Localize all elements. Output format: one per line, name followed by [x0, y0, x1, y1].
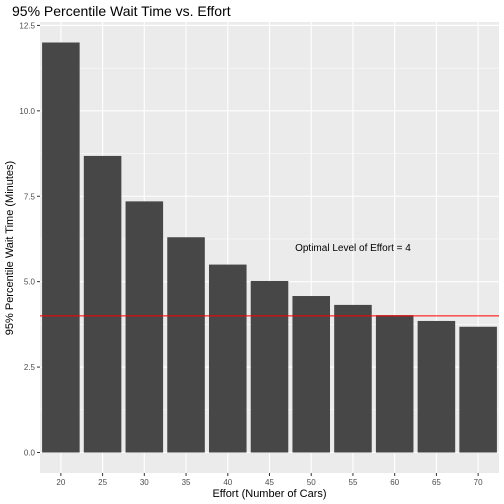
annotation-label: Optimal Level of Effort = 4	[295, 243, 411, 254]
bars	[42, 42, 497, 453]
chart-title: 95% Percentile Wait Time vs. Effort	[12, 3, 231, 19]
bar-50	[292, 296, 331, 453]
y-tick-label: 7.5	[24, 192, 36, 201]
bar-55	[334, 304, 372, 453]
x-tick-label: 70	[474, 478, 483, 487]
y-tick-label: 10.0	[19, 107, 35, 116]
x-axis-ticks: 20 25 30 35 40 45 50 55 60 65 70	[56, 473, 483, 487]
bar-30	[125, 201, 164, 453]
bar-20	[42, 42, 80, 453]
x-tick-label: 25	[98, 478, 107, 487]
x-tick-label: 30	[140, 478, 149, 487]
x-tick-label: 65	[432, 478, 441, 487]
x-tick-label: 40	[223, 478, 232, 487]
bar-70	[459, 326, 497, 453]
x-axis-title: Effort (Number of Cars)	[212, 488, 326, 500]
x-tick-label: 50	[307, 478, 316, 487]
bar-60	[375, 315, 414, 453]
y-axis-title: 95% Percentile Wait Time (Minutes)	[4, 161, 16, 335]
bar-35	[167, 237, 205, 453]
y-tick-label: 0.0	[24, 449, 36, 458]
y-tick-label: 2.5	[24, 363, 36, 372]
x-tick-label: 60	[390, 478, 399, 487]
bar-40	[208, 264, 247, 453]
y-axis-ticks: 0.0 2.5 5.0 7.5 10.0 12.5	[19, 21, 40, 458]
x-tick-label: 45	[265, 478, 274, 487]
bar-65	[417, 320, 456, 453]
y-tick-label: 5.0	[24, 278, 36, 287]
x-tick-label: 20	[56, 478, 65, 487]
bar-45	[250, 280, 289, 453]
x-tick-label: 35	[182, 478, 191, 487]
y-tick-label: 12.5	[19, 21, 35, 30]
bar-25	[83, 155, 122, 453]
x-tick-label: 55	[349, 478, 358, 487]
